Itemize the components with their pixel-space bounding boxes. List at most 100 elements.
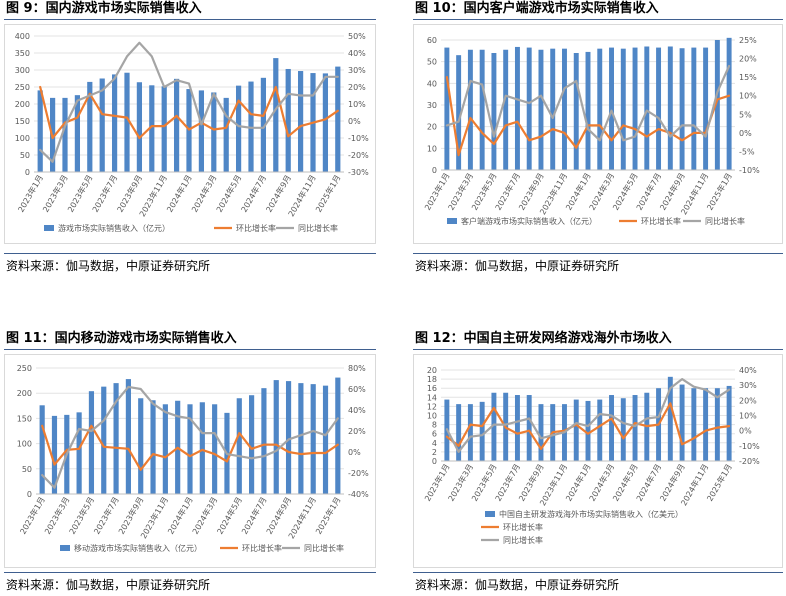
legend-swatch-bar — [60, 545, 70, 551]
y-left-tick-label: 0 — [27, 490, 32, 499]
legend-label: 同比增长率 — [298, 223, 338, 233]
bar — [235, 85, 242, 172]
title-rule-4 — [413, 349, 783, 350]
legend-label: 环比增长率 — [236, 223, 276, 233]
bar — [150, 400, 156, 494]
legend-swatch-bar — [447, 218, 457, 224]
legend-label: 同比增长率 — [503, 535, 543, 545]
y-right-tick-label: 20% — [739, 55, 757, 64]
bar — [125, 379, 131, 494]
y-left-tick-label: 20 — [427, 366, 437, 375]
bar — [249, 395, 255, 494]
chart-title-1: 图 9：国内游戏市场实际销售收入 — [6, 1, 202, 16]
y-right-tick-label: 5% — [739, 110, 752, 119]
source-note-3: 资料来源：伽马数据，中原证券研究所 — [6, 578, 211, 592]
y-left-tick-label: 8 — [432, 421, 437, 430]
y-left-tick-label: 12 — [427, 402, 437, 411]
bar — [703, 388, 709, 461]
source-note-1: 资料来源：伽马数据，中原证券研究所 — [6, 259, 211, 273]
y-right-tick-label: 0% — [739, 427, 752, 436]
bar — [585, 400, 591, 461]
bar — [162, 404, 168, 494]
bar — [620, 48, 626, 170]
bar — [111, 74, 118, 172]
source-rule-2 — [413, 253, 783, 254]
bar — [322, 385, 329, 494]
y-left-tick-label: 16 — [427, 384, 437, 393]
y-right-tick-label: 20% — [739, 396, 757, 405]
bar — [212, 404, 218, 494]
y-left-tick-label: 100 — [15, 134, 30, 143]
y-left-tick-label: 50 — [427, 58, 437, 67]
bar — [211, 92, 217, 172]
source-rule-4 — [413, 572, 783, 573]
bar — [514, 395, 520, 461]
bar — [620, 398, 626, 461]
y-left-tick-label: 300 — [15, 66, 30, 75]
y-right-tick-label: -5% — [739, 147, 755, 156]
legend-swatch-bar — [44, 225, 54, 231]
y-right-tick-label: -40% — [348, 490, 369, 499]
bar — [444, 47, 450, 170]
chart-title-3: 图 11：国内移动游戏市场实际销售收入 — [6, 331, 237, 346]
bar — [456, 404, 462, 461]
y-right-tick-label: -10% — [739, 166, 760, 175]
bar — [322, 73, 329, 172]
bar — [691, 47, 697, 170]
y-left-tick-label: 200 — [17, 389, 32, 398]
y-left-tick-label: 30 — [427, 101, 437, 110]
bar — [609, 47, 614, 170]
bar — [261, 388, 267, 494]
bar — [503, 49, 509, 170]
line-series-yoy — [39, 41, 339, 163]
bar — [644, 46, 650, 170]
y-right-tick-label: -20% — [739, 457, 760, 466]
y-right-tick-label: 20% — [348, 427, 366, 436]
bar — [703, 47, 709, 170]
y-right-tick-label: 40% — [739, 366, 757, 375]
y-right-tick-label: -20% — [348, 151, 369, 160]
title-rule-3 — [4, 349, 376, 350]
bar — [514, 46, 520, 170]
y-left-tick-label: 50 — [22, 465, 32, 474]
legend-label: 环比增长率 — [503, 522, 543, 532]
y-right-tick-label: 15% — [739, 73, 757, 82]
bar — [37, 90, 43, 172]
y-right-tick-label: -30% — [348, 168, 369, 177]
y-right-tick-label: 10% — [739, 92, 757, 101]
bar — [562, 48, 567, 170]
bar — [62, 97, 68, 172]
bar — [198, 90, 205, 172]
bar — [467, 404, 473, 461]
source-rule-3 — [4, 572, 376, 573]
bar — [113, 383, 119, 494]
bar — [726, 37, 732, 171]
title-rule-1 — [4, 19, 376, 20]
bar — [667, 376, 673, 461]
y-left-tick-label: 100 — [17, 440, 32, 449]
y-right-tick-label: -10% — [348, 134, 369, 143]
bar — [298, 383, 304, 494]
y-right-tick-label: 0% — [348, 117, 361, 126]
y-left-tick-label: 6 — [432, 430, 437, 439]
bar — [585, 51, 591, 170]
bar — [597, 48, 603, 170]
bar — [223, 97, 229, 172]
chart-1: 0 50 100 150 200 250 300 350 400 -30% -20% -10% 0% 10… — [4, 24, 376, 244]
y-right-tick-label: 20% — [348, 83, 366, 92]
line-series-mom — [445, 402, 731, 451]
legend-label: 客户端游戏市场实际销售收入（亿元） — [461, 216, 597, 226]
bar — [39, 405, 45, 494]
y-right-tick-label: 80% — [348, 364, 366, 373]
bar — [632, 395, 638, 461]
bar — [491, 53, 497, 170]
y-left-tick-label: 60 — [427, 36, 437, 45]
bar — [656, 47, 662, 170]
bar — [479, 401, 485, 461]
bar — [526, 395, 532, 461]
y-left-tick-label: 10 — [427, 144, 437, 153]
title-rule-2 — [413, 19, 783, 20]
bar — [88, 391, 95, 494]
legend-label: 移动游戏市场实际销售收入（亿元） — [74, 543, 202, 553]
bar — [138, 398, 144, 494]
